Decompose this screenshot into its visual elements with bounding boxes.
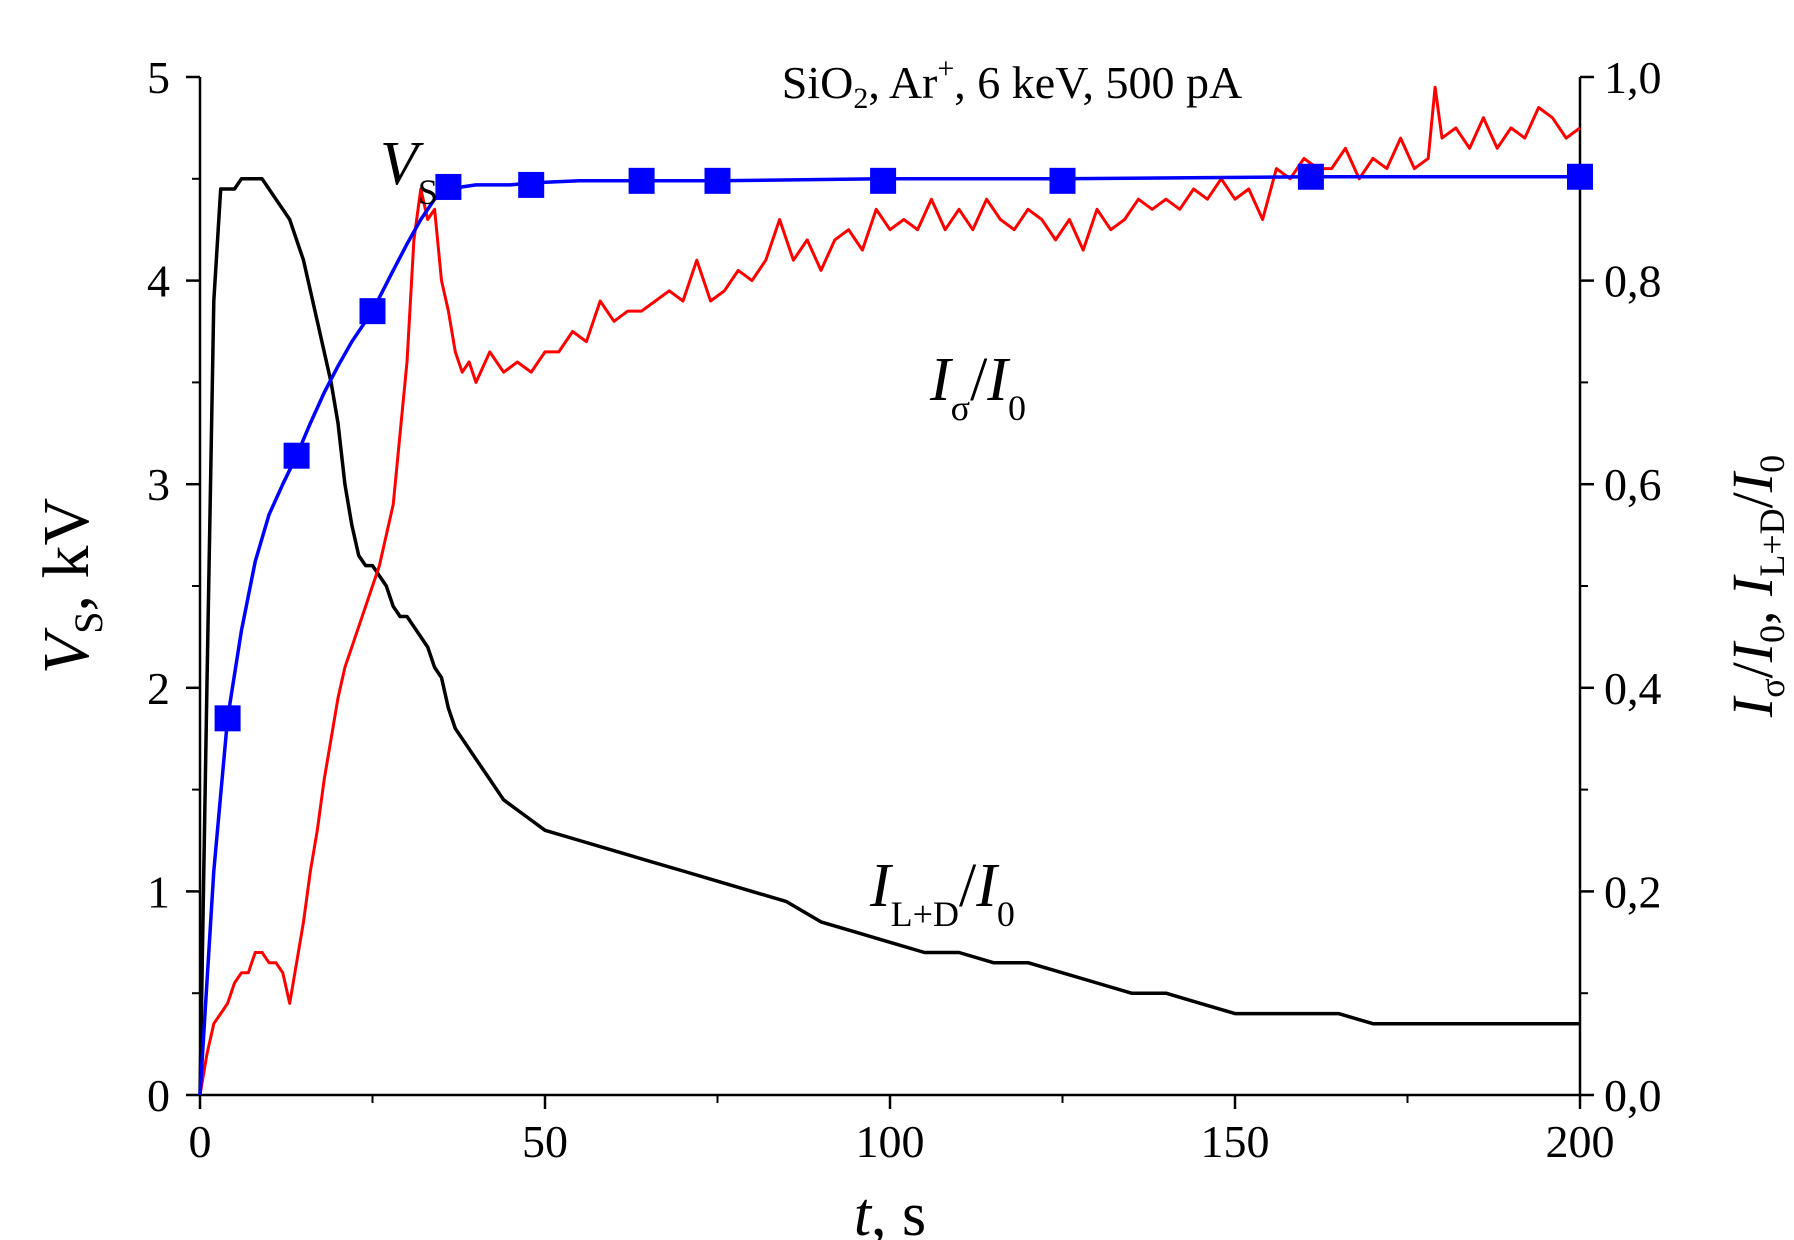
x-tick-label: 100 <box>856 1116 925 1167</box>
y-right-title-s3: L+D <box>1752 508 1792 576</box>
series-label-vs: VS <box>380 130 438 212</box>
y-left-tick-label: 0 <box>147 1070 170 1121</box>
y-right-title-comma: , <box>1720 596 1785 625</box>
x-axis-title-rest: , s <box>871 1181 926 1240</box>
y-right-title-i2: I <box>1720 640 1785 663</box>
title-sub: 2 <box>853 82 868 115</box>
title-mid: , Ar <box>868 57 937 108</box>
series-marker-vs <box>628 167 655 194</box>
series-label-isigma-slash: / <box>970 346 988 414</box>
x-tick-label: 150 <box>1201 1116 1270 1167</box>
y-left-tick-label: 4 <box>147 256 170 307</box>
x-axis-ticks: 0 50 100 150 200 <box>189 1095 1615 1167</box>
series-marker-vs <box>704 167 731 194</box>
y-right-axis-title: Iσ/I0, IL+D/I0 <box>1720 455 1792 718</box>
y-left-axis-title-main: V <box>30 627 103 674</box>
x-tick-label: 50 <box>522 1116 568 1167</box>
y-right-tick-label: 1,0 <box>1604 52 1662 103</box>
y-left-tick-label: 2 <box>147 663 170 714</box>
y-left-tick-label: 1 <box>147 866 170 917</box>
y-right-tick-label: 0,4 <box>1604 663 1662 714</box>
x-tick-label: 200 <box>1546 1116 1615 1167</box>
y-right-title-s2: 0 <box>1752 625 1792 643</box>
y-right-tick-label: 0,8 <box>1604 256 1662 307</box>
series-label-ild: IL+D/I0 <box>869 852 1015 934</box>
x-tick-label: 0 <box>189 1116 212 1167</box>
series-label-vs-main: V <box>380 130 424 198</box>
series-label-ild-main: I <box>869 852 894 920</box>
series-marker-vs <box>1567 163 1593 190</box>
series-label-isigma-main: I <box>929 346 954 414</box>
y-right-title-s1: σ <box>1752 678 1792 697</box>
series-line-ild <box>198 177 1580 1096</box>
x-axis-title: t, s <box>854 1181 926 1240</box>
y-left-axis-title: VS, kV <box>30 498 111 674</box>
title-base: SiO <box>782 57 854 108</box>
y-right-tick-label: 0,2 <box>1604 866 1662 917</box>
series-marker-vs <box>359 298 386 325</box>
y-right-title-s4: 0 <box>1752 455 1792 473</box>
series-label-ild-main2: I <box>975 852 1000 920</box>
title-rest: , 6 keV, 500 pA <box>954 57 1242 108</box>
series-label-vs-sub: S <box>418 172 438 212</box>
y-left-tick-label: 3 <box>147 459 170 510</box>
y-right-title-slash1: / <box>1720 661 1785 678</box>
series-marker-vs <box>1297 163 1324 190</box>
y-right-title-i4: I <box>1720 470 1785 493</box>
series-label-isigma-sub2: 0 <box>1008 388 1026 428</box>
series-marker-vs <box>283 442 310 469</box>
y-right-title-i1: I <box>1720 695 1785 718</box>
series-marker-vs <box>1049 167 1076 194</box>
series-label-ild-sub2: 0 <box>997 894 1015 934</box>
series-label-isigma: Iσ/I0 <box>929 346 1026 428</box>
series-label-isigma-sub: σ <box>951 388 970 428</box>
series-label-ild-slash: / <box>959 852 977 920</box>
series-line-vs <box>198 175 1580 1096</box>
series-layer <box>198 85 1593 1096</box>
y-right-title-slash2: / <box>1720 491 1785 508</box>
title-sup: + <box>937 52 954 85</box>
series-marker-vs <box>435 173 462 200</box>
y-left-axis-ticks: 0 1 2 3 4 5 <box>147 52 200 1121</box>
series-label-ild-sub: L+D <box>891 894 959 934</box>
x-axis-title-main: t <box>854 1181 873 1240</box>
y-right-tick-label: 0,6 <box>1604 459 1662 510</box>
y-right-tick-label: 0,0 <box>1604 1070 1662 1121</box>
series-label-isigma-main2: I <box>986 346 1011 414</box>
y-left-axis-title-sub: S <box>66 612 111 634</box>
chart-title: SiO2, Ar+, 6 keV, 500 pA <box>782 52 1242 115</box>
y-left-axis-title-rest: , kV <box>30 498 103 612</box>
y-left-tick-label: 5 <box>147 52 170 103</box>
series-marker-vs <box>214 705 241 732</box>
series-marker-vs <box>870 167 897 194</box>
y-right-axis-ticks: 0,0 0,2 0,4 0,6 0,8 1,0 <box>1580 52 1662 1121</box>
y-right-title-i3: I <box>1720 574 1785 597</box>
series-marker-vs <box>518 171 545 198</box>
